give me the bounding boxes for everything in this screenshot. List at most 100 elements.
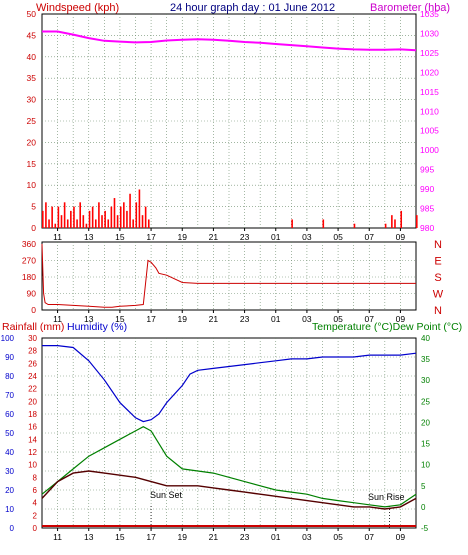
temperature-tick-label: 40 <box>421 334 430 343</box>
x-tick-label: 23 <box>240 314 250 324</box>
temperature-line <box>41 426 417 508</box>
sunrise-label: Sun Rise <box>368 492 405 502</box>
direction-tick-label: 360 <box>22 239 36 249</box>
windspeed-tick-label: 20 <box>27 137 37 147</box>
rainfall-tick-label: 6 <box>33 486 38 495</box>
rainfall-tick-label: 30 <box>28 334 37 343</box>
rainfall-tick-label: 0 <box>33 524 38 533</box>
windspeed-tick-label: 40 <box>27 52 37 62</box>
barometer-axis-title: Barometer (hba) <box>370 2 450 14</box>
windspeed-tick-label: 25 <box>27 116 37 126</box>
windspeed-axis-title: Windspeed (kph) <box>36 2 119 14</box>
rainfall-tick-label: 20 <box>28 397 37 406</box>
x-tick-label: 03 <box>302 232 312 242</box>
x-tick-label: 13 <box>84 314 94 324</box>
windspeed-tick-label: 5 <box>31 202 36 212</box>
dewpoint-line <box>41 470 417 510</box>
x-tick-label: 05 <box>333 532 343 542</box>
annotations: Sun Set Sun Rise <box>150 490 405 502</box>
wind-bar <box>104 210 106 228</box>
temperature-axis-title: Temperature (°C)Dew Point (°C) <box>312 321 462 333</box>
x-tick-label: 05 <box>333 314 343 324</box>
wind-bar <box>126 210 128 228</box>
rainfall-tick-label: 22 <box>28 385 37 394</box>
x-tick-label: 01 <box>271 314 281 324</box>
wind-bar <box>57 206 60 228</box>
wind-bar <box>135 202 138 228</box>
x-tick-label: 15 <box>115 232 125 242</box>
x-tick-label: 03 <box>302 314 312 324</box>
humidity-tick-label: 0 <box>10 524 15 533</box>
temperature-tick-label: 15 <box>421 440 430 449</box>
barometer-tick-label: 990 <box>420 184 434 194</box>
compass-label: N <box>434 239 442 251</box>
rainfall-tick-label: 8 <box>33 473 38 482</box>
wind-bar <box>73 206 75 228</box>
wind-bar <box>110 206 113 228</box>
barometer-tick-label: 1035 <box>420 9 439 19</box>
humidity-tick-label: 80 <box>5 372 14 381</box>
humidity-tick-label: 30 <box>5 467 14 476</box>
x-tick-label: 15 <box>115 532 125 542</box>
rainfall-tick-label: 18 <box>28 410 37 419</box>
direction-tick-label: 270 <box>22 256 36 266</box>
wind-bar <box>353 223 356 228</box>
wind-bar <box>129 193 131 228</box>
windspeed-tick-label: 0 <box>31 223 36 233</box>
x-tick-label: 23 <box>240 232 250 242</box>
x-tick-label: 21 <box>209 532 219 542</box>
compass-label: N <box>434 305 442 317</box>
temperature-tick-label: 10 <box>421 461 430 470</box>
sunset-label: Sun Set <box>150 490 183 500</box>
x-tick-label: 01 <box>271 232 281 242</box>
barometer-tick-label: 1030 <box>420 28 439 38</box>
x-tick-label: 19 <box>178 232 188 242</box>
temperature-tick-label: 5 <box>421 482 426 491</box>
rainfall-tick-label: 14 <box>28 435 37 444</box>
wind-bar <box>94 219 97 228</box>
compass-label: W <box>433 289 444 301</box>
wind-bar <box>63 202 66 228</box>
x-tick-label: 21 <box>209 314 219 324</box>
rainfall-axis-title: Rainfall (mm) <box>2 321 64 333</box>
wind-bar <box>54 223 57 228</box>
temperature-tick-label: 25 <box>421 397 430 406</box>
wind-bar <box>291 219 293 228</box>
temperature-tick-label: 0 <box>421 503 426 512</box>
x-tick-label: 17 <box>146 232 156 242</box>
direction-tick-label: 180 <box>22 272 36 282</box>
wind-bar <box>79 202 81 228</box>
x-tick-label: 07 <box>365 532 375 542</box>
barometer-tick-label: 1015 <box>420 87 439 97</box>
rainfall-tick-label: 16 <box>28 423 37 432</box>
compass-label: E <box>434 256 441 268</box>
wind-bar <box>85 223 88 228</box>
wind-bar <box>113 198 116 228</box>
chart-title: 24 hour graph day : 01 June 2012 <box>170 2 335 14</box>
temperature-tick-label: 30 <box>421 376 430 385</box>
windspeed-tick-label: 45 <box>27 30 37 40</box>
barometer-line <box>42 30 417 52</box>
humidity-tick-label: 40 <box>5 448 14 457</box>
x-tick-label: 19 <box>178 314 188 324</box>
wind-direction-line <box>41 243 416 308</box>
x-tick-label: 01 <box>271 532 281 542</box>
rainfall-tick-label: 4 <box>33 499 38 508</box>
wind-bar <box>101 215 103 228</box>
humidity-tick-label: 100 <box>1 334 15 343</box>
humidity-tick-label: 70 <box>5 391 14 400</box>
wind-bar <box>394 219 396 228</box>
wind-bar <box>384 223 387 228</box>
humidity-tick-label: 10 <box>5 505 14 514</box>
humidity-tick-label: 60 <box>5 410 14 419</box>
wind-bar <box>66 219 69 228</box>
rainfall-tick-label: 26 <box>28 359 37 368</box>
compass-label: S <box>434 272 441 284</box>
grid-lines <box>42 14 416 528</box>
chart-series <box>41 30 418 527</box>
barometer-tick-label: 1000 <box>420 145 439 155</box>
direction-tick-label: 90 <box>27 289 37 299</box>
x-tick-label: 07 <box>365 232 375 242</box>
